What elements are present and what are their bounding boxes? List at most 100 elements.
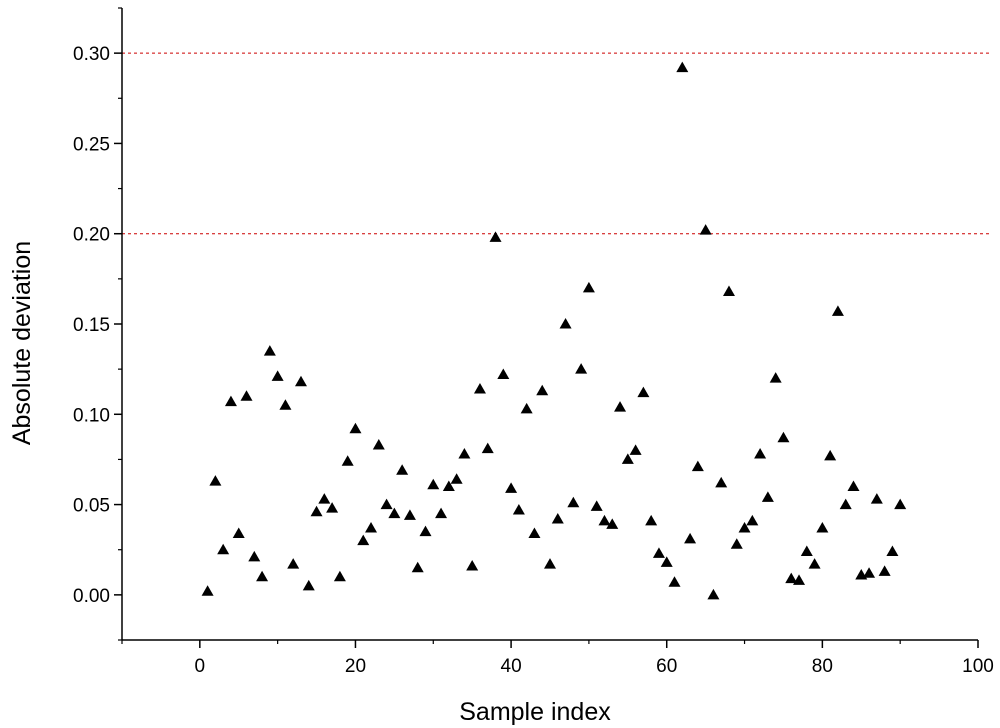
- data-point: [582, 281, 595, 293]
- data-point: [279, 399, 292, 410]
- data-point: [365, 522, 378, 533]
- data-point: [450, 473, 463, 484]
- data-point: [209, 475, 222, 486]
- data-point: [590, 500, 603, 511]
- data-point: [442, 480, 455, 492]
- data-point: [676, 61, 689, 73]
- data-point: [598, 514, 611, 526]
- data-point: [357, 534, 370, 546]
- data-point: [489, 231, 502, 242]
- y-tick-label: 0.30: [73, 44, 110, 65]
- data-point: [886, 545, 899, 557]
- data-point: [388, 507, 401, 519]
- data-point: [824, 449, 837, 461]
- y-axis-title: Absolute deviation: [8, 241, 36, 445]
- data-point: [466, 559, 479, 571]
- y-tick-label: 0.05: [73, 496, 110, 517]
- tick-labels: 0.00 0.05 0.10 0.15 0.20 0.25 0.30 0 20 40 60 80 100: [73, 44, 994, 677]
- x-tick-label: 100: [962, 656, 994, 677]
- data-point: [614, 401, 627, 412]
- x-axis-title: Sample index: [459, 698, 611, 726]
- data-point: [396, 464, 409, 475]
- data-point: [761, 491, 774, 502]
- data-point: [512, 503, 525, 515]
- data-point: [505, 482, 518, 493]
- data-point: [380, 498, 393, 510]
- data-point: [567, 496, 580, 508]
- data-point: [435, 507, 448, 519]
- data-point: [629, 444, 642, 455]
- data-point: [473, 383, 486, 394]
- data-point: [746, 514, 759, 526]
- data-point: [372, 438, 385, 450]
- data-point: [668, 576, 681, 587]
- data-point: [271, 370, 284, 381]
- data-point: [287, 558, 300, 569]
- data-point: [224, 395, 237, 407]
- data-point: [575, 363, 588, 374]
- data-point: [419, 525, 432, 537]
- data-point: [863, 567, 876, 578]
- data-point: [217, 543, 230, 555]
- data-point: [551, 513, 564, 524]
- data-point: [349, 422, 362, 434]
- y-tick-label: 0.25: [73, 134, 110, 155]
- x-tick-label: 80: [812, 656, 833, 677]
- data-point: [318, 493, 331, 504]
- data-point: [458, 448, 471, 459]
- data-point: [769, 372, 782, 383]
- data-point: [240, 390, 253, 401]
- data-point: [800, 545, 813, 557]
- data-point: [715, 476, 728, 488]
- data-point: [808, 558, 821, 569]
- data-point: [831, 305, 844, 316]
- data-point: [263, 345, 276, 356]
- data-point: [785, 572, 798, 584]
- axes: [114, 7, 979, 648]
- data-point: [730, 538, 743, 549]
- data-point: [691, 460, 704, 472]
- data-point: [894, 498, 907, 510]
- data-point: [256, 570, 269, 582]
- data-point: [497, 368, 510, 380]
- data-point: [403, 509, 416, 520]
- data-point: [294, 375, 307, 387]
- y-tick-label: 0.00: [73, 586, 110, 607]
- data-point: [637, 386, 650, 398]
- data-point: [793, 574, 806, 585]
- data-point: [606, 518, 619, 529]
- data-point: [310, 505, 323, 517]
- data-point: [699, 224, 712, 235]
- data-point: [870, 493, 883, 504]
- x-tick-label: 0: [195, 656, 206, 677]
- reference-lines: [122, 52, 992, 235]
- data-point: [878, 565, 891, 576]
- data-point: [341, 455, 354, 466]
- data-point: [777, 431, 790, 443]
- data-point: [738, 522, 751, 533]
- data-point: [847, 480, 860, 492]
- data-point: [839, 498, 852, 510]
- data-point: [528, 527, 541, 538]
- x-tick-label: 60: [656, 656, 677, 677]
- data-point: [816, 522, 829, 533]
- data-point: [326, 502, 339, 513]
- y-tick-label: 0.20: [73, 225, 110, 246]
- y-tick-label: 0.10: [73, 405, 110, 426]
- data-point: [427, 478, 440, 490]
- data-point: [232, 527, 245, 538]
- data-point: [481, 442, 494, 454]
- data-point: [684, 532, 697, 544]
- data-point: [248, 550, 261, 562]
- data-point: [520, 402, 533, 414]
- data-point: [559, 318, 572, 329]
- data-point: [707, 588, 720, 600]
- x-tick-label: 40: [501, 656, 522, 677]
- data-markers: [201, 61, 907, 600]
- data-point: [544, 558, 556, 569]
- data-point: [411, 561, 424, 573]
- data-point: [645, 514, 658, 526]
- y-tick-label: 0.15: [73, 315, 110, 336]
- x-tick-label: 20: [345, 656, 366, 677]
